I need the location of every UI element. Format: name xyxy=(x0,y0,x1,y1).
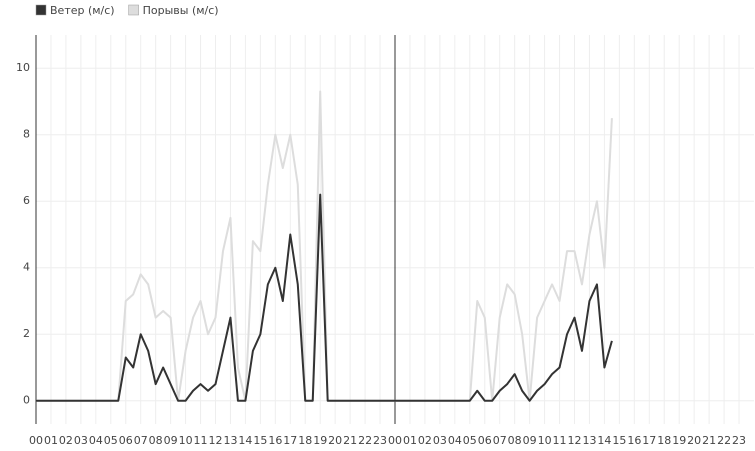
x-tick-label: 10 xyxy=(538,434,552,447)
series-line xyxy=(36,193,613,402)
y-tick-label: 0 xyxy=(23,394,30,407)
y-tick-label: 4 xyxy=(23,261,30,274)
y-tick-label: 2 xyxy=(23,327,30,340)
x-tick-label: 02 xyxy=(59,434,73,447)
x-tick-label: 23 xyxy=(373,434,387,447)
x-tick-label: 07 xyxy=(134,434,148,447)
x-tick-label: 19 xyxy=(672,434,686,447)
y-tick-label: 8 xyxy=(23,128,30,141)
x-tick-label: 03 xyxy=(433,434,447,447)
x-tick-label: 06 xyxy=(119,434,133,447)
x-tick-label: 13 xyxy=(582,434,596,447)
x-tick-label: 20 xyxy=(328,434,342,447)
x-tick-label: 16 xyxy=(268,434,282,447)
x-tick-label: 14 xyxy=(238,434,252,447)
x-tick-label: 17 xyxy=(642,434,656,447)
y-tick-label: 6 xyxy=(23,194,30,207)
x-tick-label: 04 xyxy=(448,434,462,447)
x-tick-label: 17 xyxy=(283,434,297,447)
x-tick-label: 21 xyxy=(343,434,357,447)
x-tick-label: 04 xyxy=(89,434,103,447)
x-tick-label: 05 xyxy=(463,434,477,447)
x-tick-label: 09 xyxy=(523,434,537,447)
legend-swatch xyxy=(35,4,47,16)
x-tick-label: 00 xyxy=(29,434,43,447)
x-tick-label: 01 xyxy=(44,434,58,447)
x-tick-label: 11 xyxy=(194,434,208,447)
legend-label: Порывы (м/с) xyxy=(143,4,219,17)
x-tick-label: 05 xyxy=(104,434,118,447)
series-line xyxy=(36,90,613,402)
legend-swatch xyxy=(128,4,139,16)
x-tick-label: 22 xyxy=(358,434,372,447)
legend-label: Ветер (м/с) xyxy=(50,4,115,17)
x-tick-label: 18 xyxy=(657,434,671,447)
x-tick-label: 12 xyxy=(209,434,223,447)
x-tick-label: 10 xyxy=(179,434,193,447)
x-tick-label: 08 xyxy=(149,434,163,447)
x-tick-label: 01 xyxy=(403,434,417,447)
x-tick-label: 11 xyxy=(553,434,567,447)
x-tick-label: 13 xyxy=(223,434,237,447)
x-tick-label: 02 xyxy=(418,434,432,447)
x-tick-label: 00 xyxy=(388,434,402,447)
x-tick-label: 07 xyxy=(493,434,507,447)
x-tick-label: 06 xyxy=(478,434,492,447)
x-tick-label: 20 xyxy=(687,434,701,447)
x-tick-label: 19 xyxy=(313,434,327,447)
x-tick-label: 16 xyxy=(627,434,641,447)
x-tick-label: 15 xyxy=(612,434,626,447)
x-tick-label: 23 xyxy=(732,434,746,447)
x-tick-label: 08 xyxy=(508,434,522,447)
x-tick-label: 12 xyxy=(568,434,582,447)
y-tick-label: 10 xyxy=(16,61,30,74)
x-tick-label: 21 xyxy=(702,434,716,447)
x-tick-label: 14 xyxy=(597,434,611,447)
x-tick-label: 03 xyxy=(74,434,88,447)
x-tick-label: 15 xyxy=(253,434,267,447)
x-tick-label: 09 xyxy=(164,434,178,447)
x-tick-label: 22 xyxy=(717,434,731,447)
x-tick-label: 18 xyxy=(298,434,312,447)
